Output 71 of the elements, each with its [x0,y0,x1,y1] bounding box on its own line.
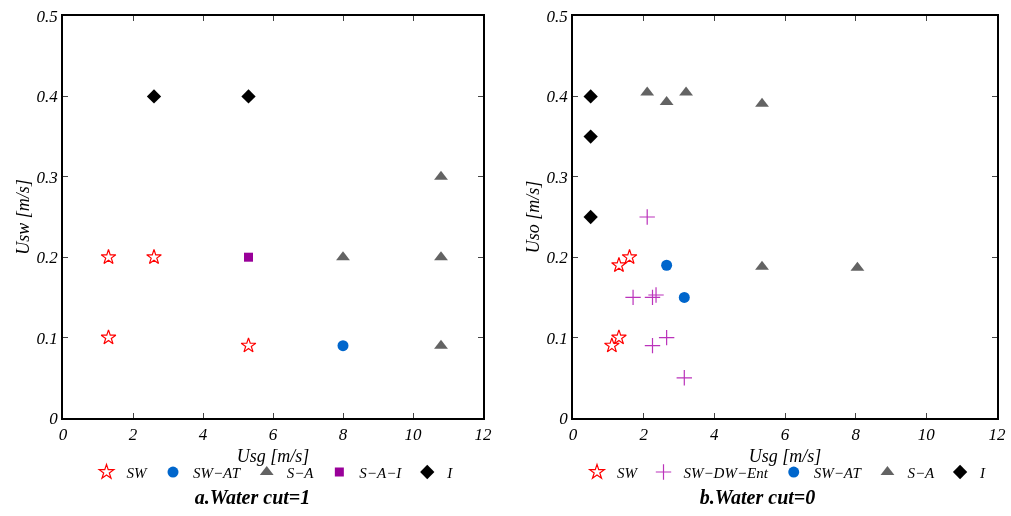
legend-label: S−A−I [359,464,403,481]
point [244,252,253,262]
point [611,329,627,345]
y-tick-label: 0.4 [36,87,59,107]
point [240,337,257,353]
x-tick-label: 10 [404,425,422,445]
point [583,129,598,144]
y-axis-title: Usw [m/s] [13,179,34,255]
x-tick-label: 6 [780,425,790,445]
x-tick-label: 12 [474,425,492,445]
y-tick-label: 0.5 [36,6,58,26]
point [434,251,448,261]
point [100,329,117,345]
point [644,337,661,354]
point [679,86,693,96]
point [337,340,349,352]
text: b.Water cut=0 [699,485,816,508]
point [755,260,769,270]
point [676,369,693,387]
y-tick-label: 0.1 [36,328,58,348]
y-tick-label: 0.2 [546,248,569,268]
point [638,208,656,226]
x-tick-label: 8 [851,425,861,445]
y-tick-label: 0.3 [36,167,58,187]
point [434,170,448,180]
x-tick-label: 6 [268,425,278,445]
point [434,339,448,349]
legend-label: S−A [907,464,936,481]
legend-label: SW [617,464,639,481]
point [146,248,162,265]
x-axis-title: Usg [m/s] [748,445,822,466]
y-tick-label: 0.5 [546,6,568,26]
point [661,259,673,271]
y-tick-label: 0.4 [546,87,569,107]
point [647,286,665,304]
point [583,209,598,225]
point [621,248,638,265]
legend-label: SW [126,464,148,481]
x-tick-label: 2 [128,425,138,445]
point [678,291,690,303]
point [644,289,661,306]
x-tick-label: 12 [988,425,1006,445]
point [583,89,598,104]
y-tick-label: 0 [49,408,59,428]
point [241,89,256,104]
x-tick-label: 4 [198,425,208,445]
y-tick-label: 0.2 [36,248,59,268]
legend-label: SW−AT [813,464,863,481]
point [336,251,350,261]
point [624,289,642,306]
x-tick-label: 8 [338,425,348,445]
y-tick-label: 0.1 [546,328,568,348]
text: a.Water cut=1 [194,485,311,508]
legend-label: I [979,464,987,481]
y-tick-label: 0 [559,408,569,428]
point [755,97,769,107]
legend-label: S−A [286,464,315,481]
x-axis-title: Usg [m/s] [236,445,310,466]
legend-label: SW−AT [193,464,242,481]
y-axis-title: Uso [m/s] [523,180,544,254]
point [658,329,675,346]
point [603,337,620,353]
x-tick-label: 10 [917,425,936,445]
point [611,256,627,273]
point [146,89,162,104]
legend-label: I [446,464,454,481]
legend-label: SW−DW−Ent [683,464,769,481]
x-tick-label: 4 [710,425,720,445]
y-tick-label: 0.3 [546,167,568,187]
point [100,248,117,265]
x-tick-label: 2 [639,425,649,445]
